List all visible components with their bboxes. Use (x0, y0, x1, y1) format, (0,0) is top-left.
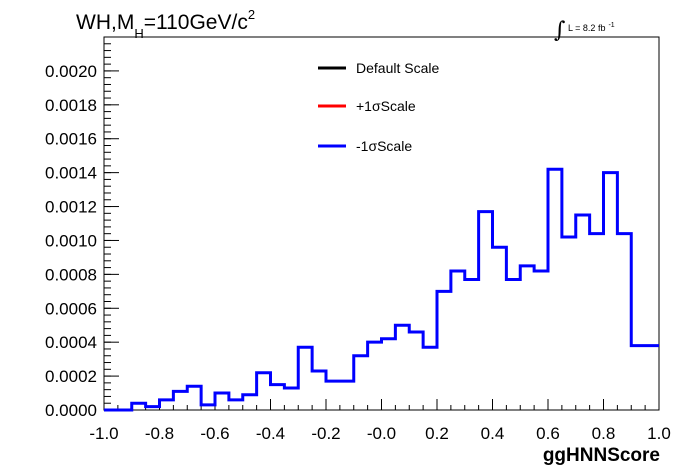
y-tick-label: 0.0002 (45, 367, 97, 386)
series-line-minus-1sigma (104, 167, 659, 412)
x-tick-label: -1.0 (89, 424, 118, 443)
y-tick-label: 0.0016 (45, 130, 97, 149)
series-layer (104, 167, 659, 412)
legend-label-default-scale: Default Scale (356, 60, 439, 76)
x-tick-label: 0.2 (425, 424, 449, 443)
legend-label-plus-1sigma: +1σScale (356, 98, 416, 114)
title-part-b: =110GeV/c (144, 11, 248, 34)
x-tick-label: -0.4 (256, 424, 285, 443)
x-tick-label: -0.0 (367, 424, 396, 443)
y-tick-label: 0.0006 (45, 299, 97, 318)
y-tick-label: 0.0000 (45, 401, 97, 420)
title-subscript: H (134, 26, 143, 41)
y-axis-tick-labels: 0.0000 0.0002 0.0004 0.0006 0.0008 0.0010 0.00… (45, 62, 97, 420)
x-axis-title: ggHNNScore (543, 445, 660, 466)
y-tick-label: 0.0018 (45, 96, 97, 115)
y-tick-label: 0.0008 (45, 265, 97, 284)
y-tick-label: 0.0010 (45, 231, 97, 250)
x-tick-label: -0.8 (145, 424, 174, 443)
legend-label-minus-1sigma: -1σScale (356, 138, 412, 154)
x-tick-label: -0.6 (200, 424, 229, 443)
luminosity-label: L = 8.2 fb -1 (568, 22, 615, 33)
chart-title: WH,MH=110GeV/c2 (76, 7, 255, 41)
luminosity-superscript: -1 (608, 22, 614, 29)
x-tick-label: 0.8 (592, 424, 616, 443)
title-part-a: WH,M (76, 11, 134, 34)
x-tick-label: 0.6 (536, 424, 560, 443)
y-tick-label: 0.0014 (45, 164, 97, 183)
x-tick-label: 1.0 (647, 424, 671, 443)
legend: Default Scale +1σScale -1σScale (318, 60, 439, 154)
y-tick-label: 0.0004 (45, 333, 97, 352)
y-tick-label: 0.0012 (45, 198, 97, 217)
x-tick-label: 0.4 (481, 424, 505, 443)
x-tick-label: -0.2 (311, 424, 340, 443)
y-tick-label: 0.0020 (45, 62, 97, 81)
title-superscript: 2 (248, 7, 255, 22)
y-axis-ticks (104, 36, 119, 411)
x-axis-tick-labels: -1.0 -0.8 -0.6 -0.4 -0.2 -0.0 0.2 0.4 0.6 0.8 1.0 (89, 424, 670, 443)
integral-symbol: ∫ (554, 18, 566, 43)
luminosity-text: L = 8.2 fb (568, 23, 605, 33)
